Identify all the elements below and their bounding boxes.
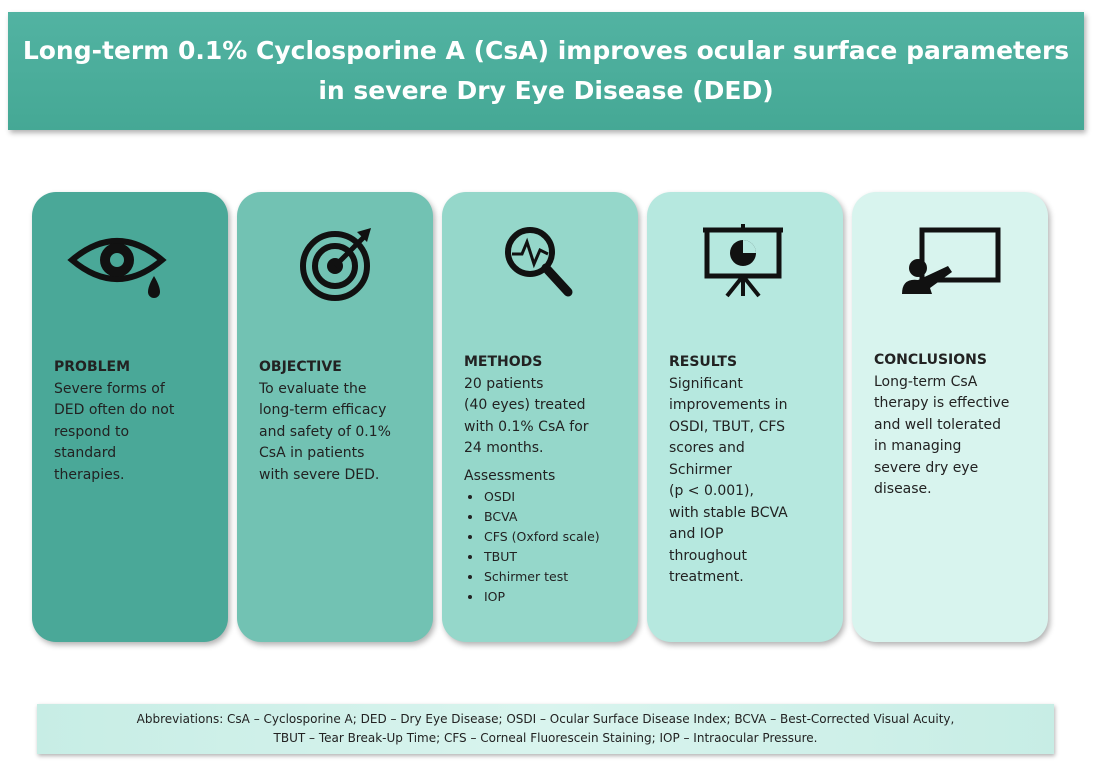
- card: CONCLUSIONS Long-term CsA therapy is effec…: [852, 192, 1048, 642]
- card-text: RESULTS Significant improvements in OSDI, T…: [669, 352, 835, 589]
- header: Long-term 0.1% Cyclosporine A (CsA) impr…: [8, 12, 1084, 130]
- card-subheading: Assessments: [464, 467, 556, 484]
- card-line: disease.: [874, 481, 932, 497]
- list-item: OSDI: [464, 487, 630, 507]
- card-line: Schirmer: [669, 461, 732, 478]
- card-text: METHODS 20 patients (40 eyes) treated with …: [464, 352, 630, 607]
- list-item: TBUT: [464, 547, 630, 567]
- footer-line: Abbreviations: CsA – Cyclosporine A; DED…: [136, 712, 955, 726]
- presentation-icon: [703, 224, 783, 298]
- card-line: therapy is effective: [874, 395, 1010, 411]
- card-line: DED often do not: [54, 402, 175, 418]
- card-line: improvements in: [669, 397, 788, 413]
- target-icon: [300, 228, 371, 301]
- card-line: 24 months.: [464, 440, 544, 456]
- card-heading: OBJECTIVE: [259, 359, 342, 375]
- list-item: IOP: [464, 587, 630, 607]
- card: OBJECTIVE To evaluate the long-term effica…: [237, 192, 433, 642]
- card-line: CsA in patients: [259, 445, 365, 461]
- card-line: long-term efficacy: [259, 402, 387, 418]
- card-heading: PROBLEM: [54, 359, 131, 375]
- card-line: (40 eyes) treated: [464, 397, 586, 413]
- card-text: CONCLUSIONS Long-term CsA therapy is effec…: [874, 350, 1040, 501]
- card-text: PROBLEM Severe forms of DED often do not re…: [54, 357, 220, 486]
- list-item: Schirmer test: [464, 567, 630, 587]
- card-line: respond to: [54, 423, 130, 440]
- card-line: with stable BCVA: [669, 504, 788, 521]
- card-line: severe dry eye: [874, 459, 979, 476]
- card-line: Significant: [669, 375, 743, 392]
- card-line: OSDI, TBUT, CFS: [669, 418, 786, 435]
- card: METHODS 20 patients (40 eyes) treated with …: [442, 192, 638, 642]
- card-line: throughout: [669, 547, 747, 564]
- card-line: with severe DED.: [259, 466, 380, 483]
- title-line: in severe Dry Eye Disease (DED): [318, 76, 774, 105]
- card-line: with 0.1% CsA for: [464, 418, 589, 435]
- card-line: and IOP: [669, 526, 724, 542]
- card-line: scores and: [669, 440, 745, 456]
- card: RESULTS Significant improvements in OSDI, T…: [647, 192, 843, 642]
- teacher-icon: [902, 227, 1001, 294]
- card-line: and safety of 0.1%: [259, 423, 391, 440]
- card-line: treatment.: [669, 569, 744, 585]
- card-heading: METHODS: [464, 354, 543, 370]
- eye-icon: [67, 238, 167, 298]
- card-line: Severe forms of: [54, 380, 165, 397]
- magnifier-icon: [505, 227, 573, 297]
- list-item: CFS (Oxford scale): [464, 527, 630, 547]
- card-line: and well tolerated: [874, 416, 1001, 433]
- footer: Abbreviations: CsA – Cyclosporine A; DED…: [37, 704, 1054, 754]
- card: PROBLEM Severe forms of DED often do not re…: [32, 192, 228, 642]
- title-line: Long-term 0.1% Cyclosporine A (CsA) impr…: [22, 36, 1070, 65]
- card-line: 20 patients: [464, 375, 544, 392]
- footer-line: TBUT – Tear Break-Up Time; CFS – Corneal…: [273, 731, 818, 745]
- card-line: (p < 0.001),: [669, 483, 754, 499]
- card-line: therapies.: [54, 466, 125, 483]
- list-item: BCVA: [464, 507, 630, 527]
- card-line: To evaluate the: [259, 380, 367, 397]
- card-line: Long-term CsA: [874, 373, 978, 390]
- card-heading: CONCLUSIONS: [874, 352, 987, 368]
- card-line: in managing: [874, 438, 962, 454]
- card-heading: RESULTS: [669, 354, 738, 370]
- card-line: standard: [54, 445, 117, 461]
- card-text: OBJECTIVE To evaluate the long-term effica…: [259, 357, 425, 486]
